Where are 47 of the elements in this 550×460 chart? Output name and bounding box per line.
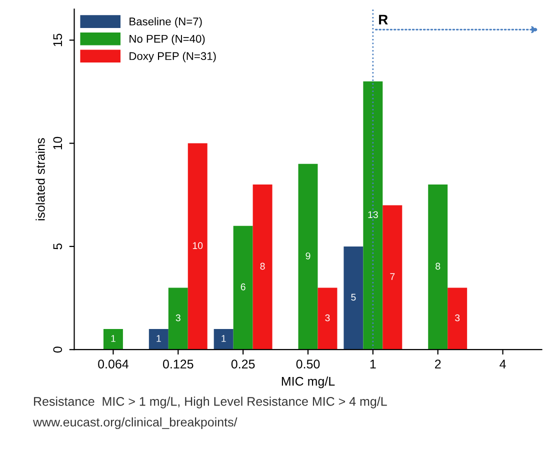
bar — [168, 288, 188, 350]
data-label: 1 — [222, 335, 226, 342]
data-label: 1 — [156, 335, 161, 342]
bar — [214, 328, 234, 350]
x-tick-label: 0.25 — [231, 360, 255, 369]
bar — [233, 226, 253, 350]
bar — [363, 81, 383, 350]
bar — [344, 246, 364, 350]
data-label: 6 — [240, 283, 246, 290]
bar — [298, 164, 318, 350]
ref-line-label: R — [379, 14, 388, 24]
bar — [448, 288, 468, 350]
legend-label: Doxy PEP (N=31) — [130, 52, 216, 62]
data-label: 1 — [111, 335, 116, 342]
bar — [103, 328, 123, 350]
data-label: 10 — [192, 242, 203, 250]
bar — [188, 143, 208, 350]
y-tick-label: 0 — [53, 346, 62, 353]
x-tick-label: 2 — [435, 360, 441, 368]
y-tick-label: 15 — [53, 34, 62, 46]
x-tick-label: 1 — [370, 360, 376, 368]
y-tick-label: 10 — [53, 136, 62, 150]
y-tick-label: 5 — [53, 243, 62, 250]
data-label: 13 — [368, 211, 378, 218]
legend-label: Baseline (N=7) — [130, 17, 202, 28]
x-tick-label: 4 — [500, 360, 506, 368]
data-label: 5 — [351, 294, 356, 301]
data-label: 7 — [390, 273, 395, 280]
data-label: 3 — [455, 314, 460, 322]
y-axis-title: isolated strains — [36, 138, 45, 220]
data-label: 3 — [176, 314, 180, 322]
x-tick-label: 0.125 — [162, 360, 194, 369]
data-label: 9 — [306, 252, 310, 260]
data-label: 3 — [325, 314, 330, 322]
text: www.eucast.org/clinical_breakpoints/ — [32, 417, 238, 430]
x-tick-label: 0.064 — [98, 360, 128, 369]
bar — [382, 205, 402, 350]
text: Resistance MIC > 1 mg/L, High Level Resistance MIC > 4 mg/L — [34, 396, 387, 408]
legend-label: No PEP (N=40) — [130, 34, 205, 45]
data-label: 8 — [260, 262, 265, 270]
bar — [252, 184, 272, 350]
bar — [148, 328, 168, 350]
data-label: 8 — [436, 262, 440, 270]
bar — [428, 184, 448, 350]
bar — [318, 288, 338, 350]
x-tick-label: 0.50 — [296, 360, 320, 369]
x-axis-title: MIC mg/L — [282, 376, 335, 388]
